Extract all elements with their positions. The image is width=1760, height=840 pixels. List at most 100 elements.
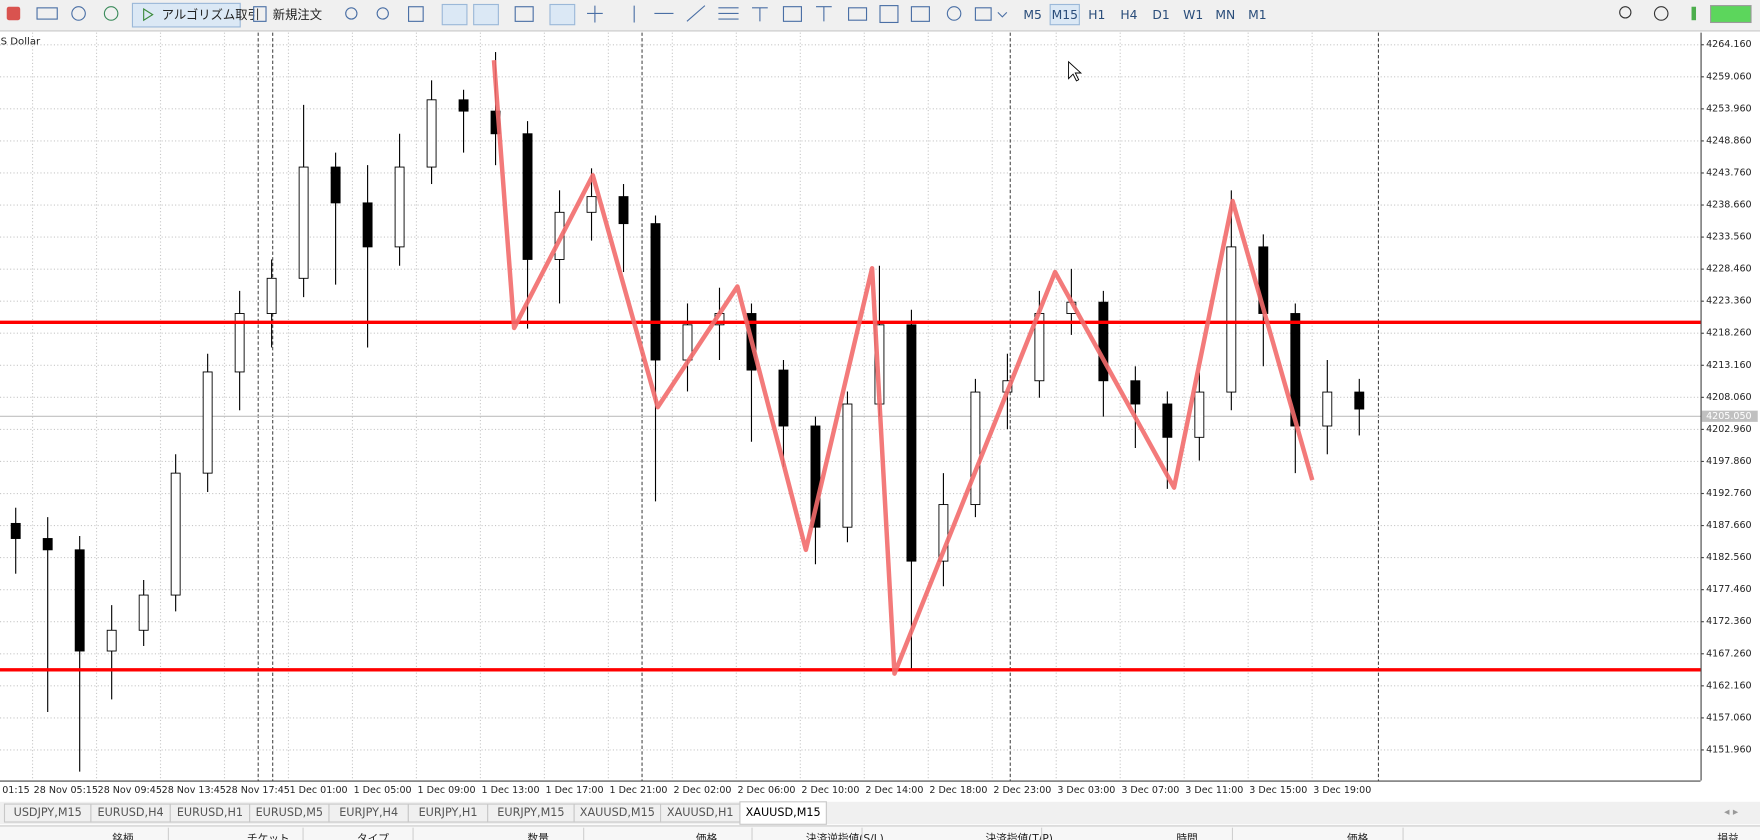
candle-body [10,522,21,539]
icon[interactable] [36,7,58,20]
column-header[interactable]: 損益 [1717,832,1739,840]
x-tick-label: 1 Dec 01:00 [290,785,348,796]
current-price-tag [1701,410,1758,422]
x-tick-label: 1 Dec 13:00 [482,785,540,796]
icon[interactable] [473,3,499,26]
candle-body [234,313,245,373]
tab-label[interactable]: XAUUSD,M15 [746,806,821,819]
column-header[interactable]: 価格 [696,832,718,840]
x-tick-label: 3 Dec 07:00 [1121,785,1179,796]
objects[interactable] [910,6,930,22]
y-tick-label: 4162.160 [1706,680,1751,691]
candle-body [970,391,981,506]
timeframes: M5 M15 H1 H4 D1 W1 MN M1 [1023,3,1267,26]
tab-label[interactable]: EURUSD,M5 [256,806,323,819]
candle-body [298,166,309,279]
tab-label[interactable]: EURJPY,H4 [339,806,398,819]
x-tick-label: 1 Dec 09:00 [418,785,476,796]
timeframe-button[interactable]: M5 [1023,8,1041,22]
search[interactable] [1619,6,1632,19]
icon[interactable] [408,6,424,22]
x-tick-label: 2 Dec 23:00 [993,785,1051,796]
shapes[interactable] [974,7,1008,21]
icon[interactable] [103,6,119,21]
column-header[interactable]: 決済逆指値(S/L) [806,832,884,840]
candle-body [42,538,53,551]
x-tick-label: 1 Dec 17:00 [546,785,604,796]
column-header[interactable]: 時間 [1176,832,1197,840]
x-tick-label: 3 Dec 03:00 [1057,785,1115,796]
zoom-in[interactable] [345,7,358,20]
crosshair[interactable] [587,5,603,23]
tab-label[interactable]: EURJPY,H1 [419,806,478,819]
icon[interactable] [441,3,468,26]
timeframe-button[interactable]: W1 [1183,8,1203,22]
y-tick-label: 4259.060 [1706,71,1751,82]
timeframe-button[interactable]: H4 [1120,8,1137,22]
column-header[interactable]: 銘柄 [112,832,134,840]
algo-trading-button[interactable] [131,2,241,28]
tab-label[interactable]: XAUUSD,H1 [667,806,734,819]
candle-body [170,472,181,596]
cursor-tool[interactable] [549,3,576,26]
candle-body [74,549,85,652]
tab-label[interactable]: EURUSD,H1 [177,806,243,819]
draw-tools[interactable] [633,5,739,23]
terminal-columns: 銘柄 チケット タイプ 数量 価格 決済逆指値(S/L) 決済指値(T/P) 時間 価格 損益 [112,827,1739,840]
toolbar-icons: アルゴリズム取引 新規注文 [6,2,1752,28]
timeframe-button[interactable]: H1 [1088,8,1105,22]
column-header[interactable]: 数量 [528,832,550,840]
candle-body [330,166,341,204]
draw-tools[interactable] [752,6,868,22]
x-tick-label: 28 Nov 17:45 [226,785,290,796]
column-header[interactable]: タイプ [357,832,389,840]
icon[interactable] [514,6,534,22]
account[interactable] [1653,6,1669,21]
tab-active[interactable] [739,801,827,825]
candle-body [394,166,405,248]
column-header[interactable]: チケット [247,832,290,840]
indicators[interactable] [879,5,899,24]
x-tick-label: 3 Dec 11:00 [1185,785,1243,796]
tab-label[interactable]: XAUUSD,M15 [580,806,655,819]
new-order-label[interactable]: 新規注文 [273,7,322,22]
candle-body [426,99,437,168]
x-tick-label: 3 Dec 19:00 [1313,785,1371,796]
x-tick-label: 1 Dec 21:00 [609,785,667,796]
timeframe-button[interactable]: MN [1215,8,1235,22]
tab-label[interactable]: USDJPY,M15 [14,806,82,819]
candle-body [1098,301,1109,382]
x-tick-label: 28 Nov 09:45 [98,785,162,796]
candle-body [1322,391,1333,427]
y-tick-label: 4172.360 [1706,616,1751,627]
candle-body [618,196,629,225]
chart: 4264.160 4259.060 4253.960 4248.860 4243.760… [0,32,1758,796]
candle-body [1162,403,1173,438]
x-tick-label: 01:15 [2,785,29,796]
tab-scroll[interactable]: ◂ ▸ [1724,805,1739,818]
timeframe-button[interactable]: M1 [1248,8,1266,22]
candle-body [202,371,213,474]
mouse-cursor [1068,60,1083,82]
y-tick-label: 4238.660 [1706,200,1751,211]
x-tick-label: 2 Dec 14:00 [865,785,923,796]
zoom-out[interactable] [376,7,389,20]
y-tick-label: 4151.960 [1706,744,1751,755]
icon[interactable] [253,6,267,22]
timeframe-button[interactable]: D1 [1152,8,1169,22]
y-tick-label: 4233.560 [1706,232,1751,243]
zigzag-line [491,60,1315,676]
y-tick-label: 4167.260 [1706,648,1751,659]
x-tick-label: 2 Dec 10:00 [801,785,859,796]
icon[interactable] [71,6,86,21]
column-header[interactable]: 決済指値(T/P) [986,832,1053,840]
y-tick-label: 4253.960 [1706,103,1751,114]
templates[interactable] [946,6,962,21]
timeframe-button[interactable]: M15 [1052,8,1078,22]
y-tick-label: 4248.860 [1706,135,1751,146]
signal [1691,6,1697,21]
tab-label[interactable]: EURUSD,H4 [97,806,163,819]
tab-label[interactable]: EURJPY,M15 [497,806,564,819]
column-header[interactable]: 価格 [1347,832,1369,840]
icon [6,6,21,21]
